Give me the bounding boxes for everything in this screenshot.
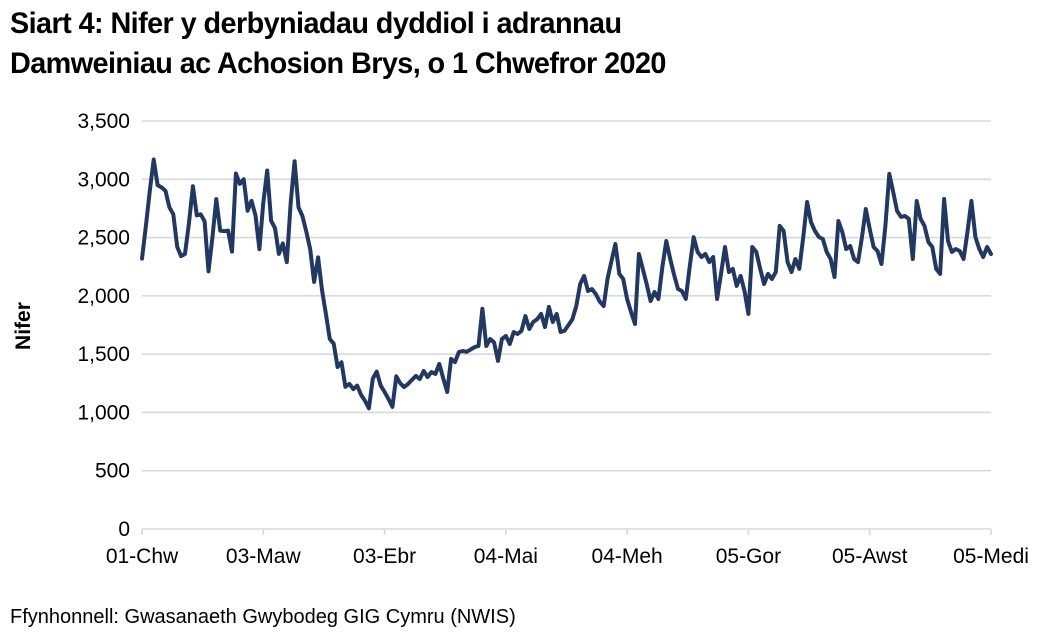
y-tick-label-2500: 2,500 (77, 227, 130, 250)
x-tick-label-01-Chw: 01-Chw (106, 545, 179, 568)
y-tick-label-1000: 1,000 (77, 401, 130, 424)
chart-title: Siart 4: Nifer y derbyniadau dyddiol i a… (10, 4, 666, 84)
source-note: Ffynhonnell: Gwasanaeth Gwybodeg GIG Cym… (10, 606, 516, 628)
x-tick-label-05-Gor: 05-Gor (716, 545, 781, 568)
x-tick-label-05-Awst: 05-Awst (832, 545, 908, 568)
x-tick-label-03-Maw: 03-Maw (226, 545, 302, 568)
chart-title-line-2: Damweiniau ac Achosion Brys, o 1 Chwefro… (10, 47, 666, 80)
x-tick-label-04-Meh: 04-Meh (592, 545, 663, 568)
x-tick-label-04-Mai: 04-Mai (474, 545, 538, 568)
y-tick-label-3000: 3,000 (77, 168, 130, 191)
y-tick-label-0: 0 (118, 518, 130, 541)
y-tick-label-2000: 2,000 (77, 285, 130, 308)
y-axis-title: Nifer (12, 302, 35, 350)
y-tick-label-3500: 3,500 (77, 110, 130, 133)
x-tick-label-05-Medi: 05-Medi (953, 545, 1029, 568)
y-tick-label-500: 500 (95, 460, 130, 483)
y-tick-label-1500: 1,500 (77, 343, 130, 366)
data-line (140, 157, 993, 411)
x-tick-label-03-Ebr: 03-Ebr (353, 545, 416, 568)
chart-title-line-1: Siart 4: Nifer y derbyniadau dyddiol i a… (10, 7, 622, 40)
